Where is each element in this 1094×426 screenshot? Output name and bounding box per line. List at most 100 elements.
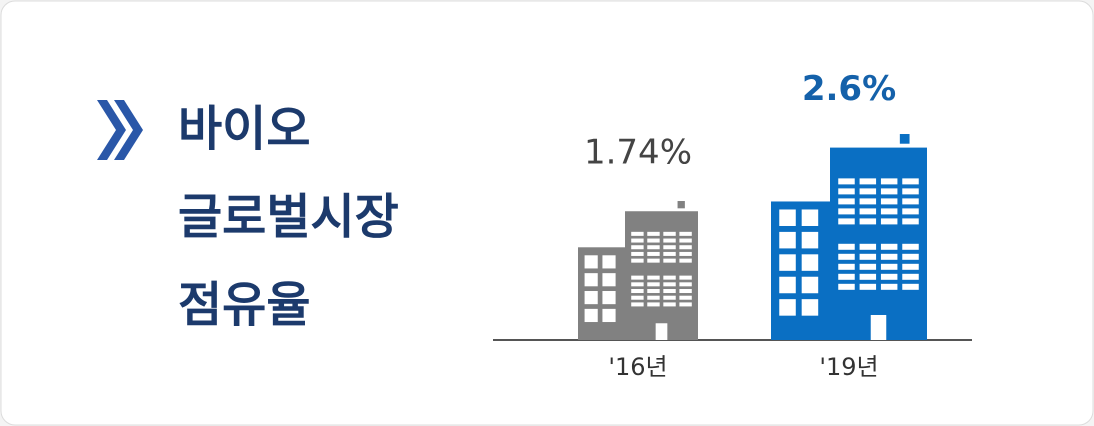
window bbox=[859, 178, 877, 185]
window bbox=[647, 238, 660, 243]
window bbox=[880, 253, 898, 260]
window bbox=[631, 258, 644, 263]
window bbox=[859, 273, 877, 280]
window bbox=[679, 282, 692, 287]
window bbox=[647, 258, 660, 263]
window bbox=[679, 245, 692, 250]
window bbox=[584, 291, 598, 305]
window bbox=[647, 231, 660, 236]
window bbox=[902, 273, 919, 280]
window bbox=[647, 282, 660, 287]
window bbox=[859, 243, 877, 250]
window bbox=[631, 231, 644, 236]
window bbox=[679, 302, 692, 307]
value-label: 2.6% bbox=[802, 69, 896, 109]
window bbox=[647, 245, 660, 250]
antenna bbox=[677, 201, 685, 209]
window bbox=[631, 245, 644, 250]
window bbox=[838, 283, 855, 290]
window bbox=[801, 209, 819, 226]
window bbox=[679, 238, 692, 243]
window bbox=[584, 308, 598, 323]
antenna bbox=[899, 134, 910, 144]
window bbox=[679, 295, 692, 300]
window bbox=[663, 258, 676, 263]
window bbox=[859, 208, 877, 215]
window bbox=[880, 198, 898, 205]
window bbox=[663, 282, 676, 287]
window bbox=[679, 289, 692, 294]
window bbox=[859, 198, 877, 205]
window bbox=[663, 238, 676, 243]
window bbox=[801, 254, 819, 271]
window bbox=[647, 295, 660, 300]
window bbox=[880, 218, 898, 225]
window bbox=[880, 208, 898, 215]
window bbox=[880, 263, 898, 270]
window bbox=[902, 178, 919, 185]
window bbox=[838, 253, 855, 260]
window bbox=[663, 295, 676, 300]
window bbox=[631, 238, 644, 243]
window bbox=[880, 283, 898, 290]
window bbox=[902, 253, 919, 260]
window bbox=[663, 245, 676, 250]
window bbox=[880, 273, 898, 280]
window bbox=[779, 209, 796, 226]
window bbox=[859, 253, 877, 260]
window bbox=[902, 188, 919, 195]
window bbox=[880, 243, 898, 250]
window bbox=[801, 231, 819, 249]
window bbox=[838, 273, 855, 280]
window bbox=[779, 299, 796, 316]
window bbox=[647, 302, 660, 307]
window bbox=[631, 289, 644, 294]
window bbox=[679, 275, 692, 280]
door bbox=[870, 314, 887, 340]
x-tick-label: '16년 bbox=[608, 353, 667, 381]
window bbox=[663, 251, 676, 256]
window bbox=[663, 231, 676, 236]
window bbox=[584, 273, 598, 287]
window bbox=[902, 208, 919, 215]
door bbox=[655, 323, 668, 340]
window bbox=[631, 302, 644, 307]
window bbox=[838, 178, 855, 185]
window bbox=[679, 231, 692, 236]
window bbox=[838, 243, 855, 250]
window bbox=[838, 218, 855, 225]
window bbox=[838, 198, 855, 205]
chart-title: 점유율 bbox=[178, 277, 310, 333]
window bbox=[663, 302, 676, 307]
window bbox=[779, 231, 796, 249]
window bbox=[838, 208, 855, 215]
window bbox=[602, 273, 616, 287]
window bbox=[647, 251, 660, 256]
chevron-icon bbox=[97, 100, 143, 160]
chart-title: 바이오 bbox=[178, 101, 310, 157]
window bbox=[859, 283, 877, 290]
window bbox=[902, 263, 919, 270]
window bbox=[902, 218, 919, 225]
window bbox=[859, 188, 877, 195]
x-tick-label: '19년 bbox=[819, 353, 878, 381]
window bbox=[902, 243, 919, 250]
window bbox=[838, 263, 855, 270]
window bbox=[801, 276, 819, 294]
window bbox=[880, 178, 898, 185]
window bbox=[647, 275, 660, 280]
window bbox=[631, 282, 644, 287]
window bbox=[880, 188, 898, 195]
window bbox=[631, 251, 644, 256]
window bbox=[679, 258, 692, 263]
window bbox=[602, 291, 616, 305]
value-label: 1.74% bbox=[584, 133, 692, 173]
window bbox=[631, 275, 644, 280]
window bbox=[838, 188, 855, 195]
window bbox=[663, 289, 676, 294]
chart-title: 글로벌시장 bbox=[178, 189, 399, 245]
window bbox=[584, 255, 598, 269]
window bbox=[859, 218, 877, 225]
